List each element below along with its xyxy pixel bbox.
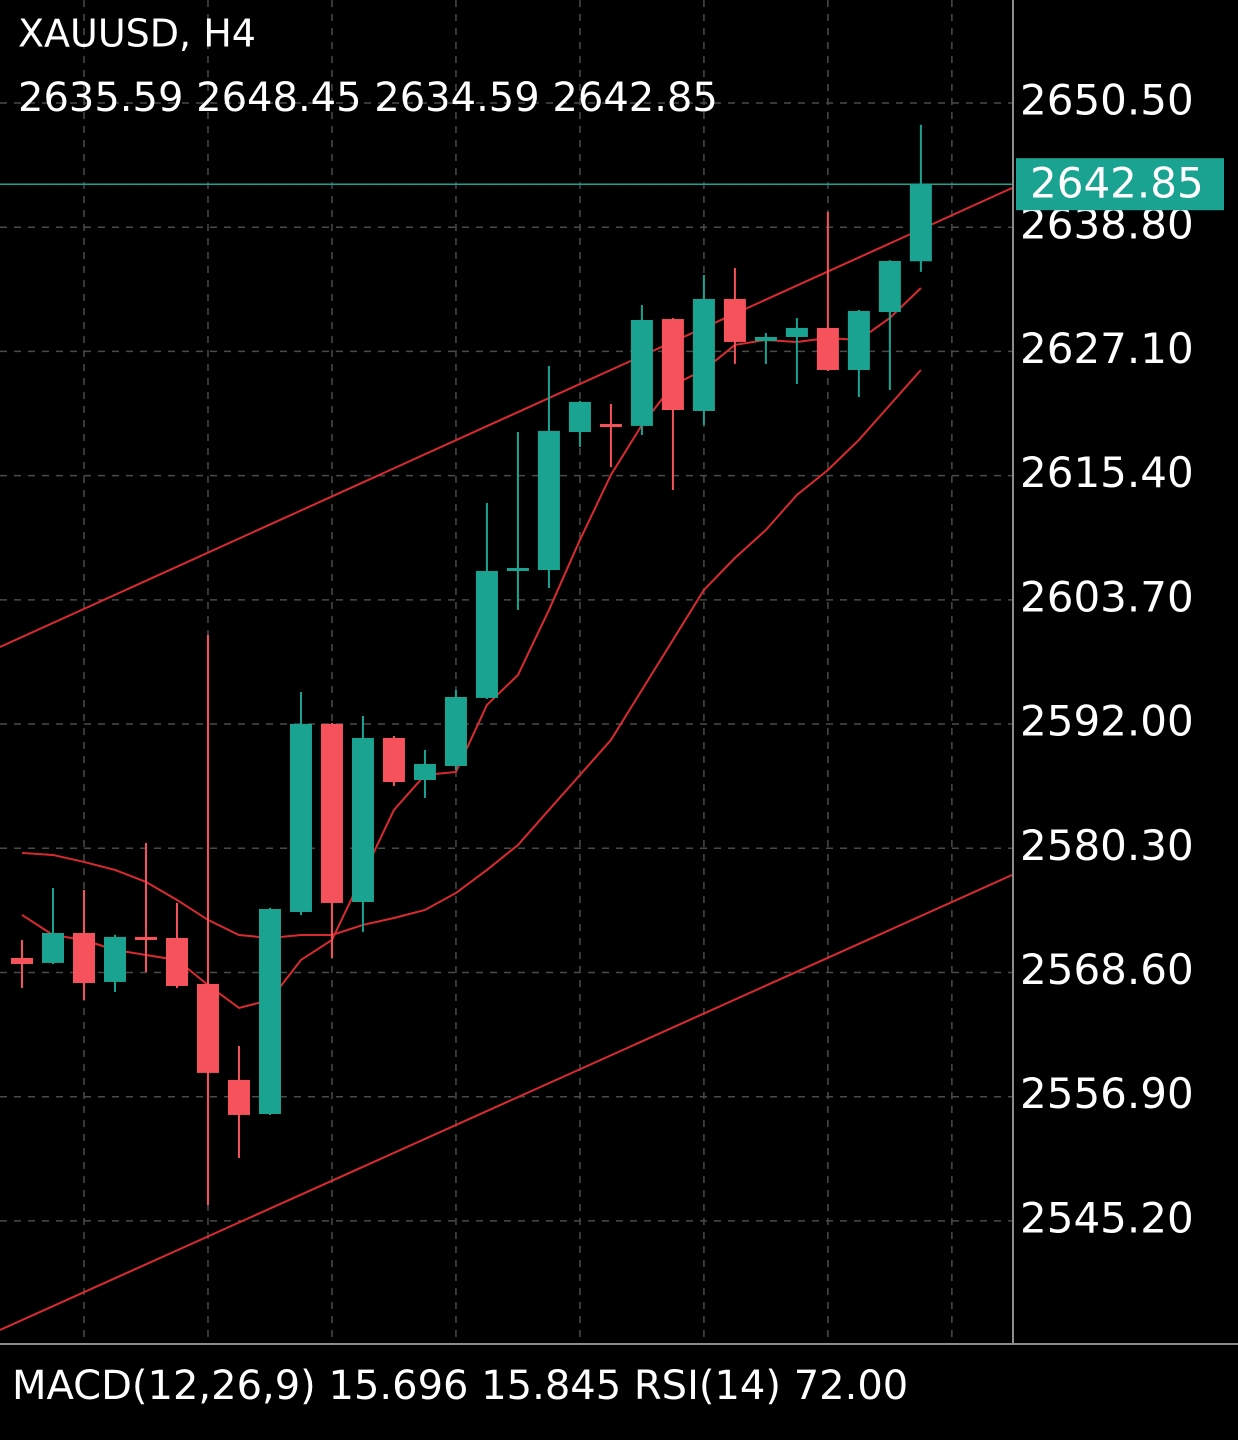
candle-body: [165, 937, 188, 986]
candle-body: [103, 936, 126, 982]
candle-body: [258, 908, 281, 1114]
candle-body: [909, 184, 932, 262]
y-tick-label: 2592.00: [1020, 697, 1194, 746]
indicator-readout: MACD(12,26,9) 15.696 15.845 RSI(14) 72.0…: [12, 1363, 908, 1409]
candle-body: [320, 723, 343, 903]
candle-body: [537, 430, 560, 571]
plot: [0, 124, 1013, 1331]
candle-body: [723, 298, 746, 342]
candle-body: [878, 260, 901, 313]
indicator: 72.00: [794, 1363, 909, 1409]
candle-body: [630, 319, 653, 426]
candle-body: [475, 570, 498, 698]
indicator: 15.696: [329, 1363, 469, 1409]
y-tick-label: 2556.90: [1020, 1069, 1194, 1118]
ohlc-high: 2648.45: [196, 75, 361, 121]
indicator: 15.845: [481, 1363, 621, 1409]
y-tick-label: 2545.20: [1020, 1193, 1194, 1242]
candle-body: [599, 424, 622, 428]
ohlc-readout: 2635.59 2648.45 2634.59 2642.85: [18, 75, 718, 121]
indicator: RSI(14): [634, 1363, 781, 1409]
y-tick-label: 2650.50: [1020, 75, 1194, 124]
y-tick-label: 2580.30: [1020, 821, 1194, 870]
chart-title: XAUUSD, H4: [18, 12, 256, 56]
y-tick-label: 2615.40: [1020, 448, 1194, 497]
candle-body: [11, 957, 34, 964]
candle-body: [754, 336, 777, 342]
candle-body: [444, 696, 467, 766]
candle-body: [196, 983, 219, 1073]
candle-body: [661, 319, 684, 411]
candle-body: [42, 932, 65, 963]
channel-line: [0, 874, 1013, 1331]
y-tick-label: 2603.70: [1020, 572, 1194, 621]
candle-body: [134, 936, 157, 940]
candle-body: [847, 310, 870, 370]
candle-body: [785, 327, 808, 337]
candle-body: [382, 737, 405, 783]
candle-body: [289, 723, 312, 912]
candle-body: [568, 401, 591, 432]
candle-body: [227, 1079, 250, 1115]
ohlc-low: 2634.59: [374, 75, 539, 121]
channel-line: [0, 187, 1013, 648]
last-price-label: 2642.85: [1030, 159, 1204, 208]
candle-body: [506, 567, 529, 571]
candle-body: [816, 327, 839, 370]
y-tick-label: 2568.60: [1020, 945, 1194, 994]
candle-body: [413, 763, 436, 781]
ohlc-open: 2635.59: [18, 75, 183, 121]
moving-average: [21, 369, 922, 939]
candle-body: [351, 737, 374, 902]
indicator: MACD(12,26,9): [12, 1363, 316, 1409]
ohlc-close: 2642.85: [552, 75, 717, 121]
y-tick-label: 2627.10: [1020, 324, 1194, 373]
candle-body: [72, 932, 95, 983]
last-price-box: [1016, 158, 1224, 211]
candle-body: [692, 298, 715, 411]
